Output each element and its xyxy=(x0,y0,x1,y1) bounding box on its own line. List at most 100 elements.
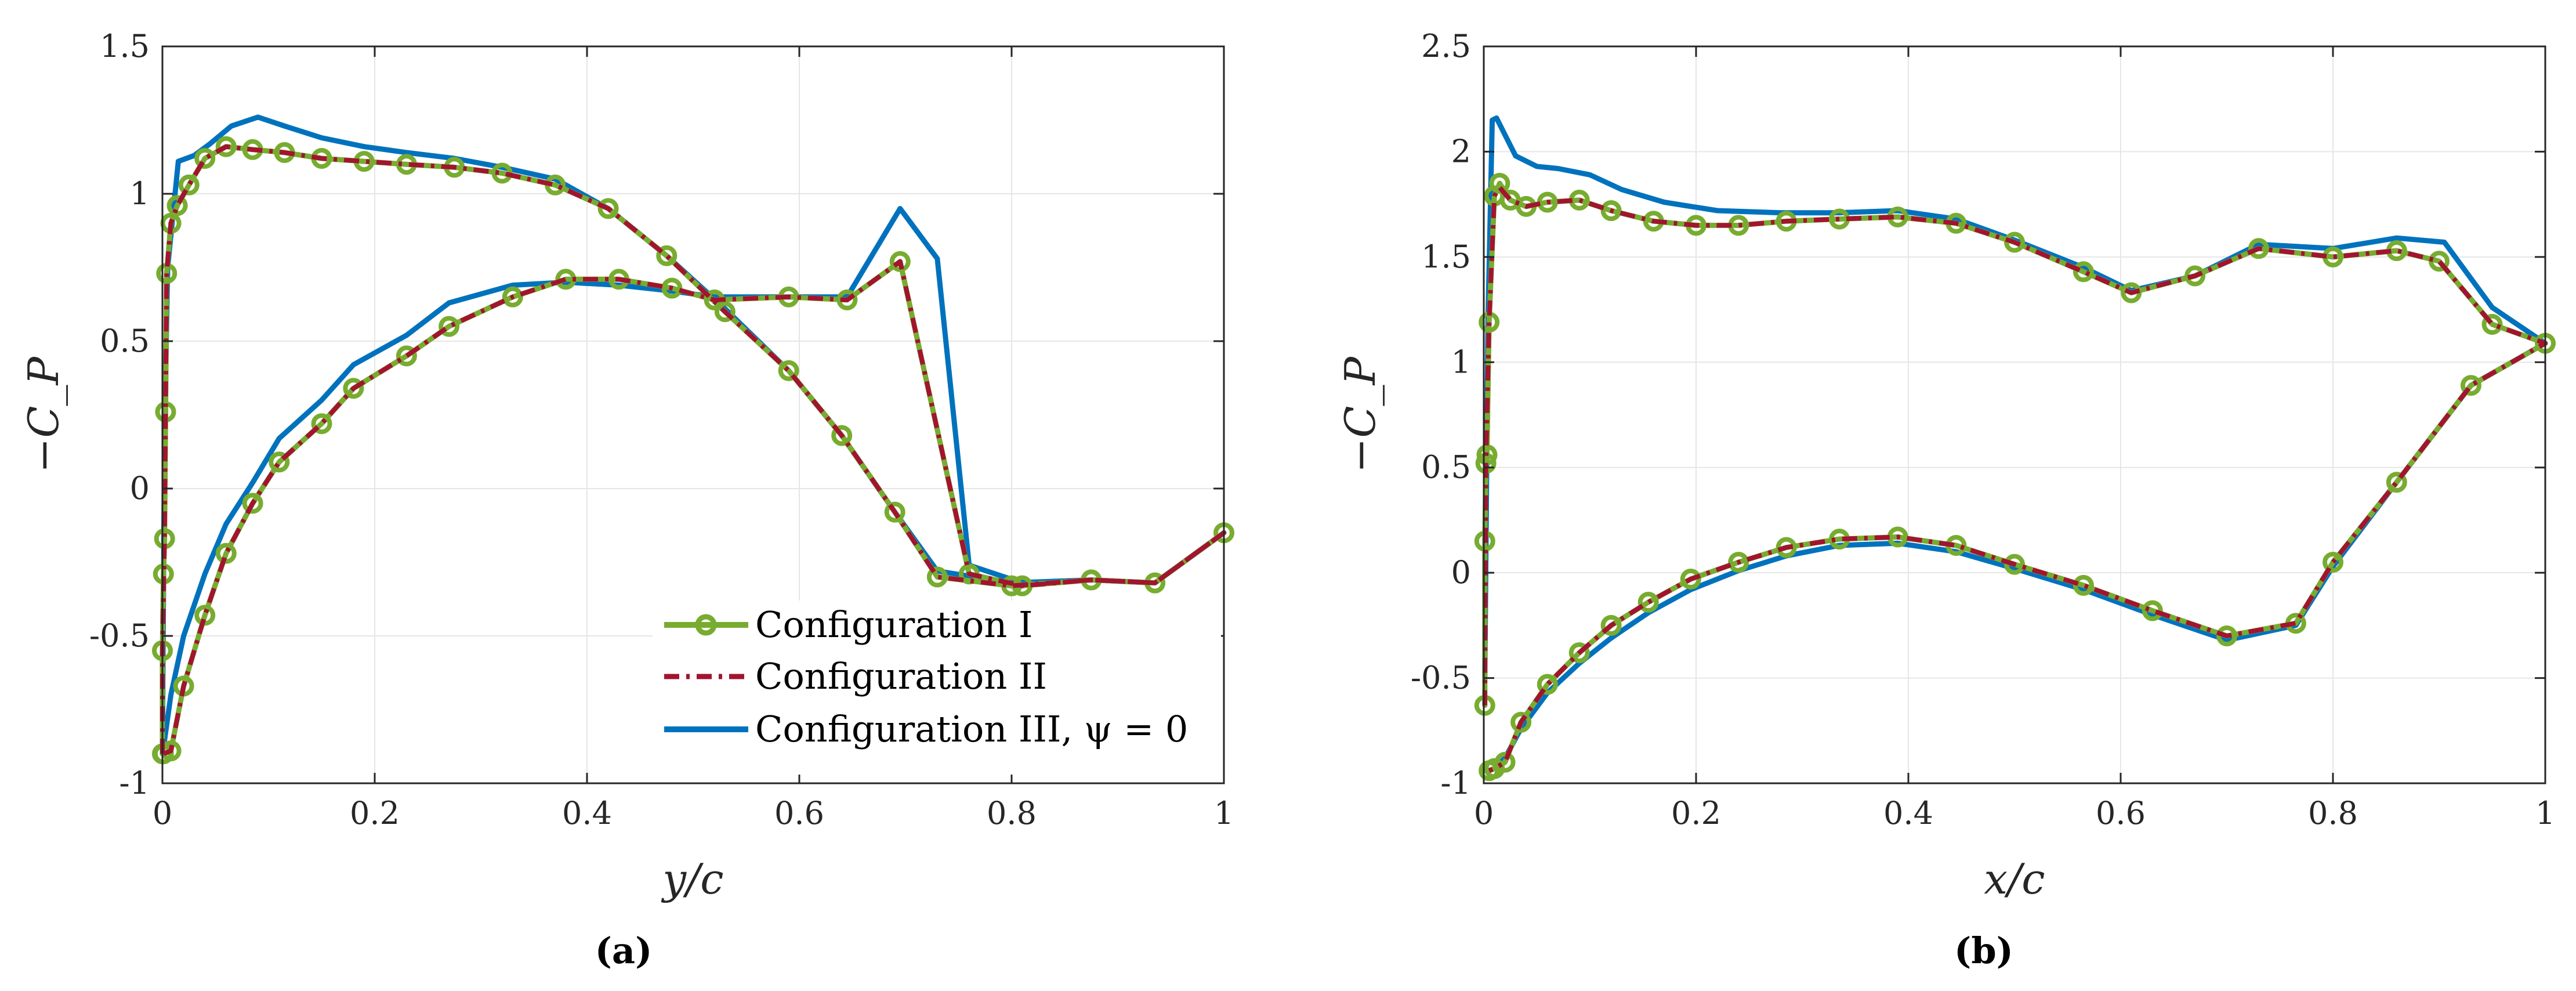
tick-label-x-a: 0.6 xyxy=(774,795,824,831)
series-config-1-a-point xyxy=(396,345,417,367)
tick-label-x-b: 0.8 xyxy=(2308,795,2358,831)
tick-label-y-a: 0.5 xyxy=(100,323,150,359)
xlabel-b: x/c xyxy=(1984,855,2045,903)
ylabel-a: −C_P xyxy=(19,356,68,473)
tick-label-x-b: 0.4 xyxy=(1883,795,1933,831)
series-config-1-b-point xyxy=(1600,200,1622,221)
series-config-1-b-point xyxy=(1680,569,1701,589)
legend-label-config-2: Configuration II xyxy=(755,655,1047,697)
tick-label-y-b: 2 xyxy=(1451,133,1471,169)
series-config-1-a-point xyxy=(714,301,736,323)
series-config-1-b-point xyxy=(2323,552,2343,573)
series-config-1-a-point xyxy=(831,425,853,446)
series-config-1-b-point xyxy=(1489,172,1510,194)
tick-label-y-b: 2.5 xyxy=(1421,28,1471,64)
series-config-1-b-point xyxy=(2481,314,2503,335)
series-config-1-a-point xyxy=(311,413,332,435)
legend: Configuration I Configuration II Configu… xyxy=(653,601,1221,775)
series-config-1-b-point xyxy=(1510,711,1532,733)
ticks-b: 0 0.2 0.4 0.6 0.8 1 -1 -0.5 0 0.5 1 1.5 2 2.5 xyxy=(1411,28,2555,831)
series-config-1-a-point xyxy=(215,136,237,157)
tick-label-x-a: 0 xyxy=(153,795,172,831)
xlabel-a: y/c xyxy=(661,855,723,903)
series-config-2-a-line xyxy=(160,144,1226,756)
caption-b: (b) xyxy=(1954,929,2013,972)
legend-item-config-3: Configuration III, ψ = 0 xyxy=(664,708,1188,750)
series-config-1-b-line xyxy=(1482,180,2548,773)
series-config-1-a-point xyxy=(178,174,200,196)
series-layer-a xyxy=(152,114,1234,765)
legend-box xyxy=(653,601,1221,775)
caption-a: (a) xyxy=(595,929,653,972)
legend-item-config-1: Configuration I xyxy=(664,603,1032,646)
series-config-1-b-point xyxy=(1776,537,1797,558)
series-config-1-b-point xyxy=(2386,472,2407,493)
legend-label-config-1: Configuration I xyxy=(755,603,1032,646)
series-config-1-b-point xyxy=(2460,375,2481,396)
series-config-1-b-point xyxy=(2004,554,2025,575)
tick-label-y-b: -1 xyxy=(1440,765,1471,801)
series-config-1-b-point xyxy=(1568,642,1590,663)
series-config-1-b-point xyxy=(2142,600,2163,621)
axes-frame-a xyxy=(161,45,1225,784)
axes-frame-b xyxy=(1483,45,2546,784)
series-config-2-b-line xyxy=(1482,185,2548,773)
panel-a: 0 0.2 0.4 0.6 0.8 1 -1 -0.5 0 0.5 1 1.5 y/c −C_P (a… xyxy=(19,28,1234,972)
series-config-1-a-point xyxy=(926,566,948,588)
tick-label-y-b: 0.5 xyxy=(1421,449,1471,486)
tick-label-x-b: 0 xyxy=(1474,795,1494,831)
legend-item-config-2: Configuration II xyxy=(664,655,1047,697)
ylabel-a-group: −C_P xyxy=(19,356,68,473)
tick-label-x-b: 0.2 xyxy=(1671,795,1721,831)
series-config-1-a-point xyxy=(502,286,523,308)
series-config-1-a-point xyxy=(656,245,677,266)
series-config-1-a-point xyxy=(215,542,237,564)
series-config-1-b-point xyxy=(2004,232,2025,253)
series-config-1-b-point xyxy=(1637,591,1659,613)
series-config-1-a-point xyxy=(884,501,905,523)
tick-label-x-b: 1 xyxy=(2535,795,2555,831)
series-config-1-a-point xyxy=(166,195,188,216)
tick-label-x-a: 1 xyxy=(1214,795,1234,831)
ylabel-b-group: −C_P xyxy=(1336,356,1385,473)
series-config-1-b-point xyxy=(1479,760,1500,782)
series-config-1-a-point xyxy=(597,198,619,219)
tick-label-y-b: 1 xyxy=(1451,343,1471,380)
series-config-1-b-point xyxy=(2184,265,2206,287)
series-config-1-a-point xyxy=(439,316,460,337)
series-config-1-a-point xyxy=(194,148,216,169)
series-config-1-a-point xyxy=(242,493,263,514)
series-config-1-a-point xyxy=(343,378,364,399)
tick-label-y-a: -1 xyxy=(119,765,150,801)
series-config-1-b-point xyxy=(1600,614,1622,636)
series-config-1-b-point xyxy=(2248,238,2269,259)
tick-label-x-a: 0.4 xyxy=(562,795,612,831)
tick-label-x-a: 0.2 xyxy=(350,795,400,831)
series-config-1-b-point xyxy=(2073,261,2094,283)
tick-label-y-a: 0 xyxy=(130,470,150,507)
grid-b xyxy=(1483,46,2546,784)
series-config-1-a-point xyxy=(194,605,216,626)
series-config-1-b-point xyxy=(1537,674,1558,695)
tick-label-y-b: -0.5 xyxy=(1411,660,1471,696)
panel-b: 0 0.2 0.4 0.6 0.8 1 -1 -0.5 0 0.5 1 1.5 2 2.5 x/c −C_… xyxy=(1336,28,2556,972)
series-config-1-a-point xyxy=(269,451,290,473)
tick-label-y-a: 1 xyxy=(130,175,150,212)
series-config-1-b-point xyxy=(2216,625,2237,646)
legend-marker-config-1 xyxy=(695,614,717,636)
tick-label-y-b: 0 xyxy=(1451,554,1471,591)
series-config-1-b-point xyxy=(1728,552,1749,573)
legend-label-config-3: Configuration III, ψ = 0 xyxy=(755,708,1188,750)
series-config-1-a-point xyxy=(778,360,799,381)
tick-label-y-b: 1.5 xyxy=(1421,238,1471,275)
tick-label-x-b: 0.6 xyxy=(2096,795,2146,831)
tick-label-y-a: 1.5 xyxy=(100,28,150,64)
series-config-1-b-point xyxy=(2073,574,2094,596)
tick-label-y-a: -0.5 xyxy=(89,617,150,654)
series-config-1-a-point xyxy=(889,251,911,272)
series-layer-b xyxy=(1474,115,2556,782)
series-config-3-b-line xyxy=(1482,115,2548,773)
tick-label-x-a: 0.8 xyxy=(987,795,1037,831)
